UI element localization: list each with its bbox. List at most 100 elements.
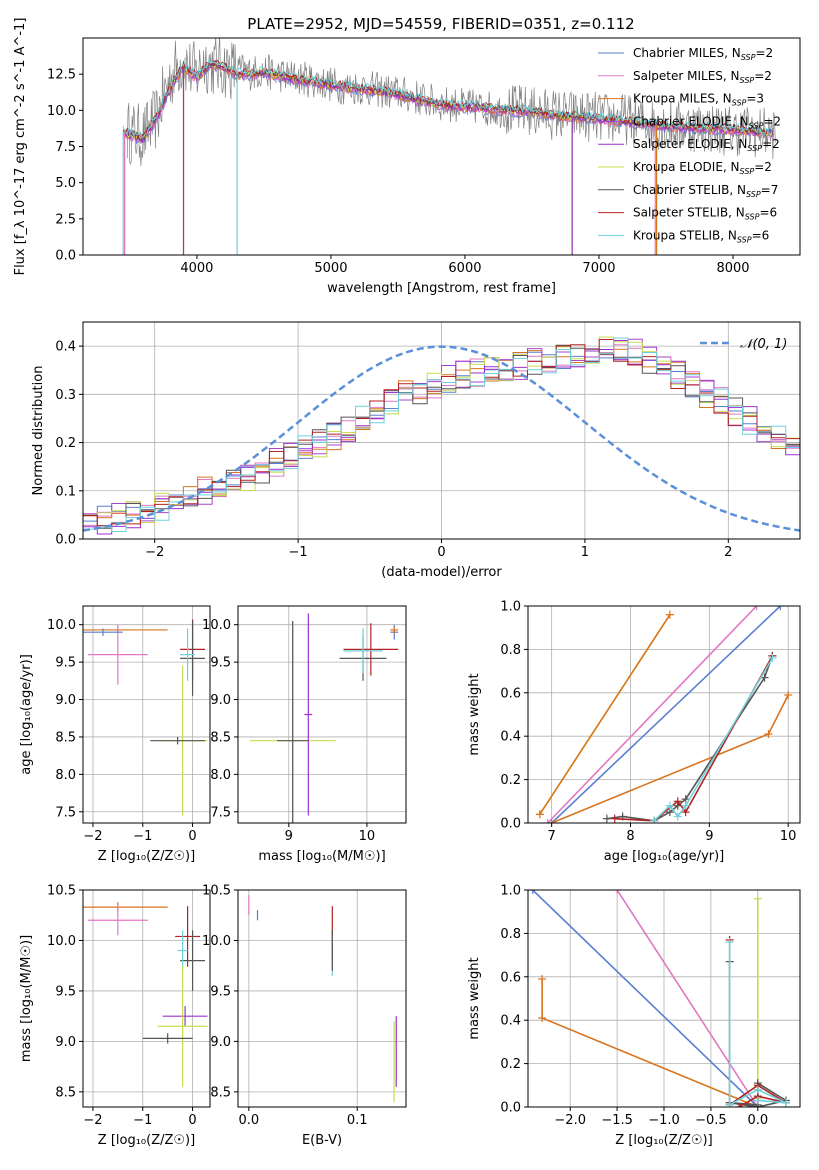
x-tick-label: 7000 bbox=[582, 261, 615, 276]
x-tick-label: 5000 bbox=[314, 261, 347, 276]
x-tick-label: 10 bbox=[359, 829, 376, 844]
histogram-salpeter-elodie bbox=[83, 340, 800, 535]
legend-subscript: SSP bbox=[745, 213, 760, 222]
y-tick-label: 12.5 bbox=[47, 68, 76, 83]
x-axis-label: wavelength [Angstrom, rest frame] bbox=[327, 281, 556, 296]
legend-label: Kroupa STELIB, NSSP=6 bbox=[633, 228, 769, 244]
y-tick-label: 0.0 bbox=[55, 533, 76, 548]
weight-line bbox=[616, 890, 759, 1107]
y-tick-label: 1.0 bbox=[500, 884, 521, 899]
y-axis-label: Normed distribution bbox=[31, 366, 46, 496]
axes-frame bbox=[82, 605, 211, 824]
x-axis-label: age [log₁₀(age/yr)] bbox=[604, 849, 725, 864]
plot-area bbox=[249, 613, 399, 823]
y-axis-label: mass weight bbox=[467, 957, 482, 1039]
legend-subscript: SSP bbox=[747, 144, 762, 153]
y-tick-label: 0.6 bbox=[500, 686, 521, 701]
histogram-chabrier-stelib bbox=[83, 344, 800, 529]
x-tick-label: −2 bbox=[83, 1113, 102, 1128]
x-tick-label: −1 bbox=[133, 829, 152, 844]
y-tick-label: 10.0 bbox=[202, 618, 231, 633]
model-spectrum-kroupa-stelib bbox=[122, 58, 774, 140]
axes-frame bbox=[82, 889, 211, 1108]
y-tick-label: 1.0 bbox=[500, 600, 521, 615]
legend-subscript: SSP bbox=[746, 190, 761, 199]
y-axis-label: Flux [f_λ 10^-17 erg cm^-2 s^-1 A^-1] bbox=[13, 18, 28, 276]
plot-area bbox=[83, 619, 208, 816]
y-tick-label: 8.5 bbox=[210, 1085, 231, 1100]
x-tick-label: 0 bbox=[437, 545, 445, 560]
x-tick-label: 8000 bbox=[716, 261, 749, 276]
legend-subscript: SSP bbox=[740, 167, 755, 176]
y-tick-label: 9.5 bbox=[210, 656, 231, 671]
y-tick-label: 9.0 bbox=[55, 693, 76, 708]
plot-area bbox=[83, 902, 208, 1087]
axes-frame bbox=[237, 889, 407, 1108]
legend-label: Kroupa ELODIE, NSSP=2 bbox=[633, 160, 772, 176]
y-tick-label: 9.0 bbox=[55, 1035, 76, 1050]
y-tick-label: 0.8 bbox=[500, 643, 521, 658]
y-tick-label: 0.2 bbox=[500, 1057, 521, 1072]
y-tick-label: 7.5 bbox=[55, 805, 76, 820]
y-tick-label: 0.4 bbox=[500, 730, 521, 745]
legend-subscript: SSP bbox=[740, 76, 755, 85]
y-tick-label: 10.0 bbox=[47, 104, 76, 119]
y-tick-label: 0.4 bbox=[500, 1014, 521, 1029]
y-tick-label: 9.5 bbox=[210, 984, 231, 999]
x-tick-label: 0 bbox=[188, 1113, 196, 1128]
x-axis-label: Z [log₁₀(Z/Z☉)] bbox=[615, 1133, 712, 1148]
legend-tail: =6 bbox=[752, 228, 770, 242]
y-tick-label: 0.3 bbox=[55, 388, 76, 403]
legend-label: 𝒩(0, 1) bbox=[740, 337, 787, 352]
legend-tail: =2 bbox=[754, 69, 772, 83]
legend-tail: =6 bbox=[759, 206, 777, 220]
axes-frame bbox=[237, 605, 407, 824]
x-tick-label: −2 bbox=[83, 829, 102, 844]
weight-line bbox=[614, 655, 774, 822]
x-axis-label: mass [log₁₀(M/M☉)] bbox=[258, 849, 385, 864]
legend-tail: =2 bbox=[763, 114, 781, 128]
legend-tail: =7 bbox=[761, 183, 779, 197]
x-tick-label: 0.0 bbox=[747, 1113, 768, 1128]
x-tick-label: 6000 bbox=[448, 261, 481, 276]
legend-label: Chabrier MILES, NSSP=2 bbox=[633, 46, 773, 62]
y-tick-label: 10.0 bbox=[47, 618, 76, 633]
x-axis-label: E(B-V) bbox=[302, 1133, 342, 1148]
legend-label: Salpeter MILES, NSSP=2 bbox=[633, 69, 772, 85]
legend-label: Kroupa MILES, NSSP=3 bbox=[633, 92, 764, 108]
legend-subscript: SSP bbox=[732, 99, 747, 108]
y-tick-label: 8.0 bbox=[210, 768, 231, 783]
y-tick-label: 9.5 bbox=[55, 656, 76, 671]
y-tick-label: 0.0 bbox=[55, 249, 76, 264]
y-tick-label: 8.5 bbox=[55, 730, 76, 745]
y-tick-label: 8.5 bbox=[55, 1085, 76, 1100]
y-tick-label: 10.0 bbox=[202, 934, 231, 949]
weight-line bbox=[547, 606, 758, 823]
x-tick-label: −0.5 bbox=[695, 1113, 727, 1128]
x-tick-label: 8 bbox=[626, 829, 634, 844]
weight-line bbox=[551, 606, 781, 823]
x-tick-label: 1 bbox=[581, 545, 589, 560]
histogram-kroupa-stelib bbox=[83, 337, 800, 532]
y-axis-label: mass [log₁₀(M/M☉)] bbox=[19, 935, 34, 1062]
x-tick-label: 2 bbox=[724, 545, 732, 560]
y-tick-label: 8.0 bbox=[55, 768, 76, 783]
legend-tail: =3 bbox=[746, 92, 764, 106]
panel-mass-vs-Z: −2 −1 0 8.5 9.0 9.5 10.0 10.5 Z [log₁₀(Z/Z☉)] mas… bbox=[19, 884, 211, 1148]
legend-tail: =2 bbox=[762, 137, 780, 151]
x-tick-label: 4000 bbox=[180, 261, 213, 276]
y-tick-label: 10.0 bbox=[47, 934, 76, 949]
y-tick-label: 0.0 bbox=[500, 1101, 521, 1116]
histogram-kroupa-elodie bbox=[83, 336, 800, 523]
legend-tail: =2 bbox=[755, 46, 773, 60]
x-tick-label: −1.5 bbox=[601, 1113, 633, 1128]
y-tick-label: 0.8 bbox=[500, 927, 521, 942]
y-tick-label: 0.4 bbox=[55, 340, 76, 355]
panel-weight-vs-age: 7 8 9 10 0.0 0.2 0.4 0.6 0.8 1.0 age [log₁₀(age/yr… bbox=[467, 600, 801, 864]
panel-mass-vs-EBV: 0.0 0.1 8.5 9.0 9.5 10.0 10.5 E(B-V) bbox=[202, 884, 407, 1148]
x-tick-label: −1 bbox=[133, 1113, 152, 1128]
y-tick-label: 0.1 bbox=[55, 484, 76, 499]
figure-title: PLATE=2952, MJD=54559, FIBERID=0351, z=0… bbox=[247, 15, 634, 33]
weight-line bbox=[532, 890, 759, 1107]
